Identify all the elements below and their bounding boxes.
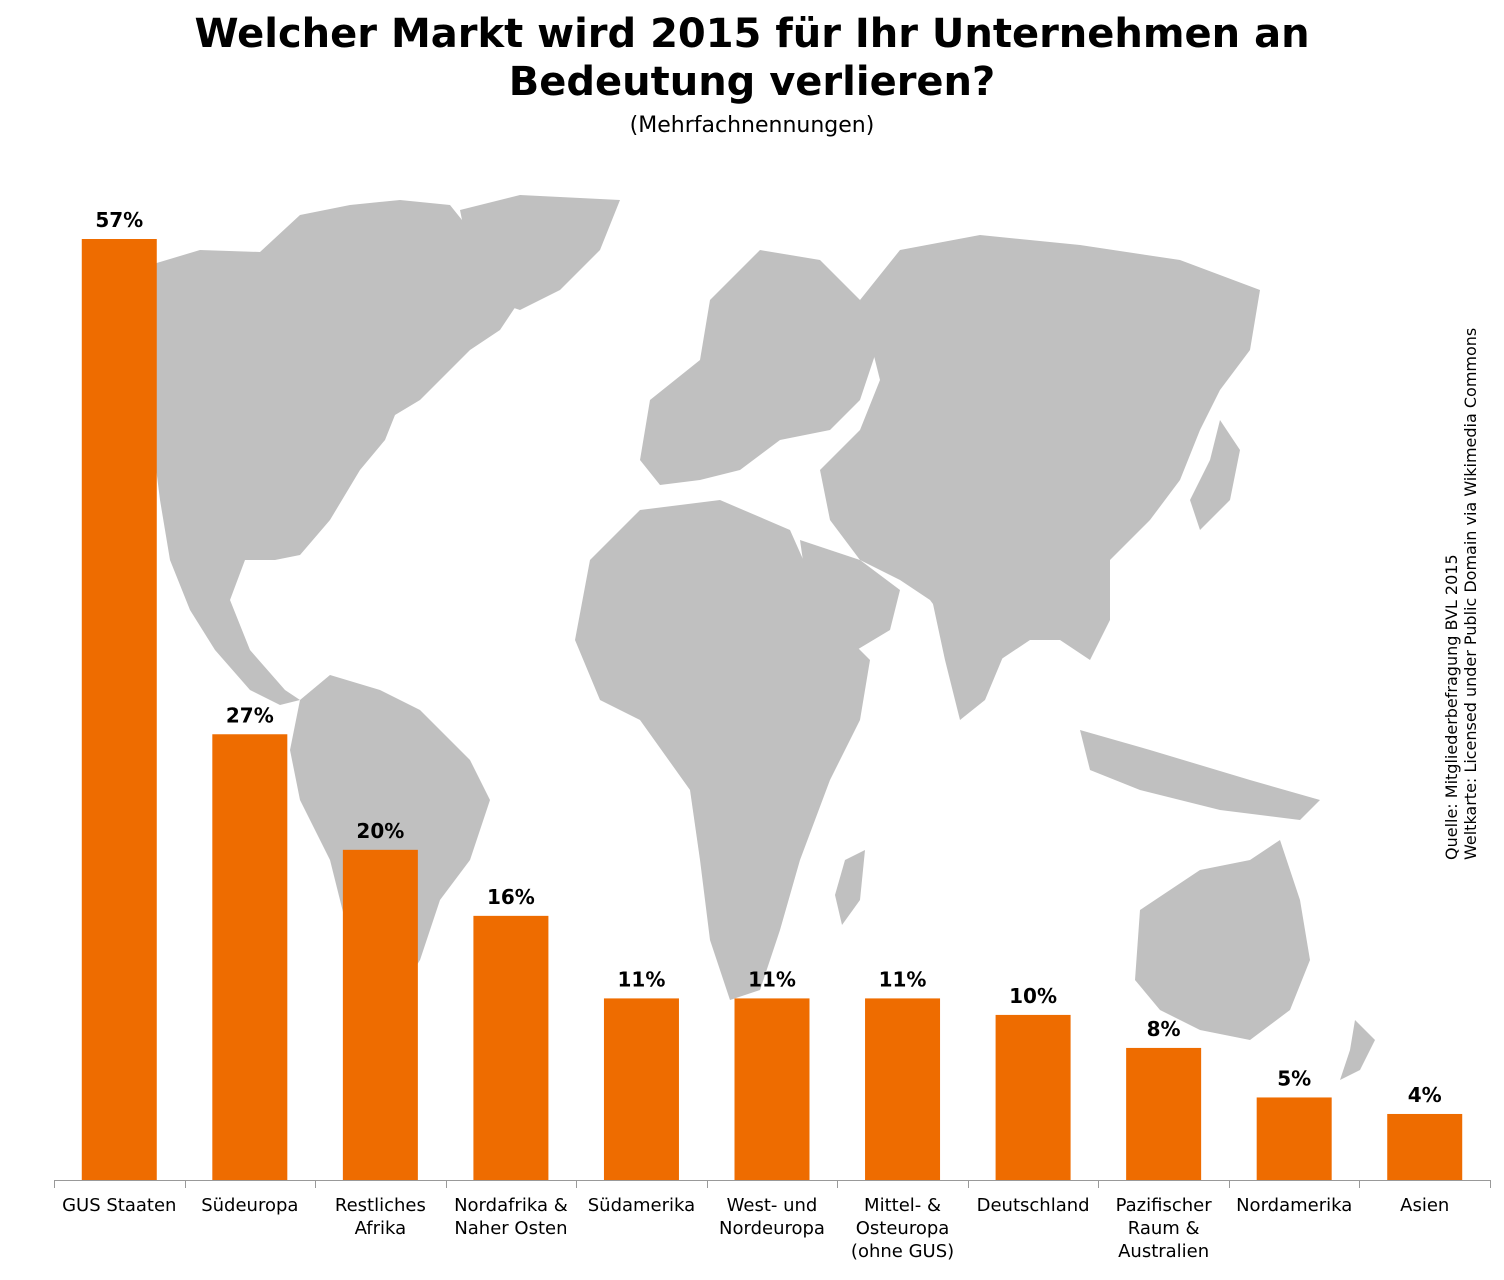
category-label: West- und Nordeuropa [719, 1195, 825, 1239]
bar [212, 734, 288, 1180]
chart-title: Welcher Markt wird 2015 für Ihr Unterneh… [0, 10, 1504, 106]
bar-value-label: 4% [1408, 1083, 1442, 1107]
category-label: Asien [1400, 1195, 1449, 1216]
chart-subtitle: (Mehrfachnennungen) [629, 113, 875, 138]
bar [734, 998, 810, 1180]
bar [1256, 1097, 1332, 1180]
bar-value-label: 57% [95, 208, 143, 232]
world-map-background [140, 195, 1375, 1080]
bar-series [81, 239, 1463, 1180]
map-india [930, 590, 1010, 720]
chart-title-line-2: Bedeutung verlieren? [508, 59, 996, 105]
category-label: Restliches Afrika [335, 1195, 426, 1239]
bar [995, 1014, 1071, 1180]
source-note: Quelle: Mitgliederbefragung BVL 2015 Wel… [1442, 160, 1480, 860]
map-madagascar [835, 850, 865, 925]
bar [603, 998, 679, 1180]
bar-value-label: 27% [226, 703, 274, 727]
map-asia [820, 235, 1260, 660]
bar-value-label: 10% [1009, 984, 1057, 1008]
category-label: Pazifischer Raum & Australien [1116, 1195, 1213, 1262]
source-line-2: Weltkarte: Licensed under Public Domain … [1461, 327, 1480, 860]
category-labels: GUS Staaten Südeuropa Restliches Afrika Nord… [62, 1195, 1449, 1262]
bar [81, 239, 157, 1180]
map-indonesia [1080, 730, 1320, 820]
bar [865, 998, 941, 1180]
category-label: Deutschland [977, 1195, 1090, 1216]
value-labels: 57% 27% 20% 16% 11% 11% 11% 10% 8% 5% 4% [95, 208, 1441, 1107]
source-line-1: Quelle: Mitgliederbefragung BVL 2015 [1442, 554, 1461, 860]
bar [1387, 1113, 1463, 1180]
map-new-zealand [1340, 1020, 1375, 1080]
map-japan [1190, 420, 1240, 530]
map-africa [575, 500, 870, 1000]
map-australia [1135, 840, 1310, 1040]
category-label: Nordafrika & Naher Osten [454, 1195, 568, 1239]
bar-value-label: 11% [748, 967, 796, 991]
bar-value-label: 16% [487, 885, 535, 909]
bar-value-label: 11% [879, 967, 927, 991]
category-label: GUS Staaten [62, 1195, 176, 1216]
bar-value-label: 8% [1147, 1017, 1181, 1041]
category-label: Mittel- & Osteuropa (ohne GUS) [851, 1195, 954, 1262]
bar-value-label: 11% [618, 967, 666, 991]
bar [342, 849, 418, 1180]
category-label: Nordamerika [1236, 1195, 1352, 1216]
map-greenland [460, 195, 620, 310]
chart-title-line-1: Welcher Markt wird 2015 für Ihr Unterneh… [194, 11, 1310, 57]
map-europe [640, 250, 880, 485]
bar-value-label: 20% [356, 819, 404, 843]
category-label: Südamerika [588, 1195, 695, 1216]
bar-value-label: 5% [1277, 1066, 1311, 1090]
category-label: Südeuropa [201, 1195, 298, 1216]
bar [473, 915, 549, 1180]
x-axis [54, 1180, 1491, 1188]
map-north-america [140, 200, 520, 705]
bar [1126, 1047, 1202, 1180]
